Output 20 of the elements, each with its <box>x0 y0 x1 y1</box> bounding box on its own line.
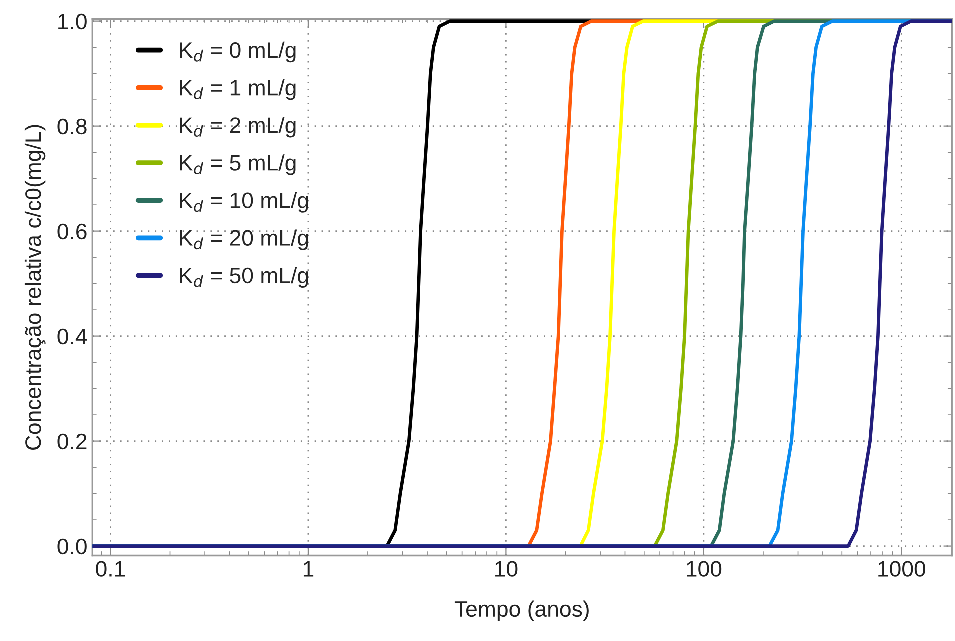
legend-label: K$_{d}$ = 10 mL/g <box>180 192 308 213</box>
x-tick-label: 1000 <box>878 561 926 577</box>
x-tick-label: 10 <box>496 561 518 577</box>
x-axis-title: Tempo (anos) <box>454 600 589 622</box>
legend-label: K$_{d}$ = 0 mL/g <box>180 42 296 63</box>
y-tick-label: 0.6 <box>58 224 87 240</box>
legend-label: K$_{d}$ = 50 mL/g <box>180 267 308 288</box>
y-tick-label: 0.4 <box>58 328 88 345</box>
y-tick-label: 0.0 <box>58 538 87 555</box>
y-tick-label: 0.2 <box>58 434 87 450</box>
y-tick-label: 0.8 <box>58 118 87 135</box>
y-tick-label: 1.0 <box>58 14 87 30</box>
legend-label: K$_{d}$ = 1 mL/g <box>180 79 296 100</box>
legend-label: K$_{d}$ = 5 mL/g <box>180 154 296 176</box>
x-tick-label: 100 <box>687 561 722 577</box>
legend-label: K$_{d}$ = 20 mL/g <box>180 230 308 250</box>
y-axis-title: Concentração relativa c/c0(mg/L) <box>24 125 46 450</box>
x-tick-label: 1 <box>304 561 314 577</box>
x-tick-label: 0.1 <box>96 561 126 577</box>
legend-label: K$_{d}$ = 2 mL/g <box>180 117 296 138</box>
